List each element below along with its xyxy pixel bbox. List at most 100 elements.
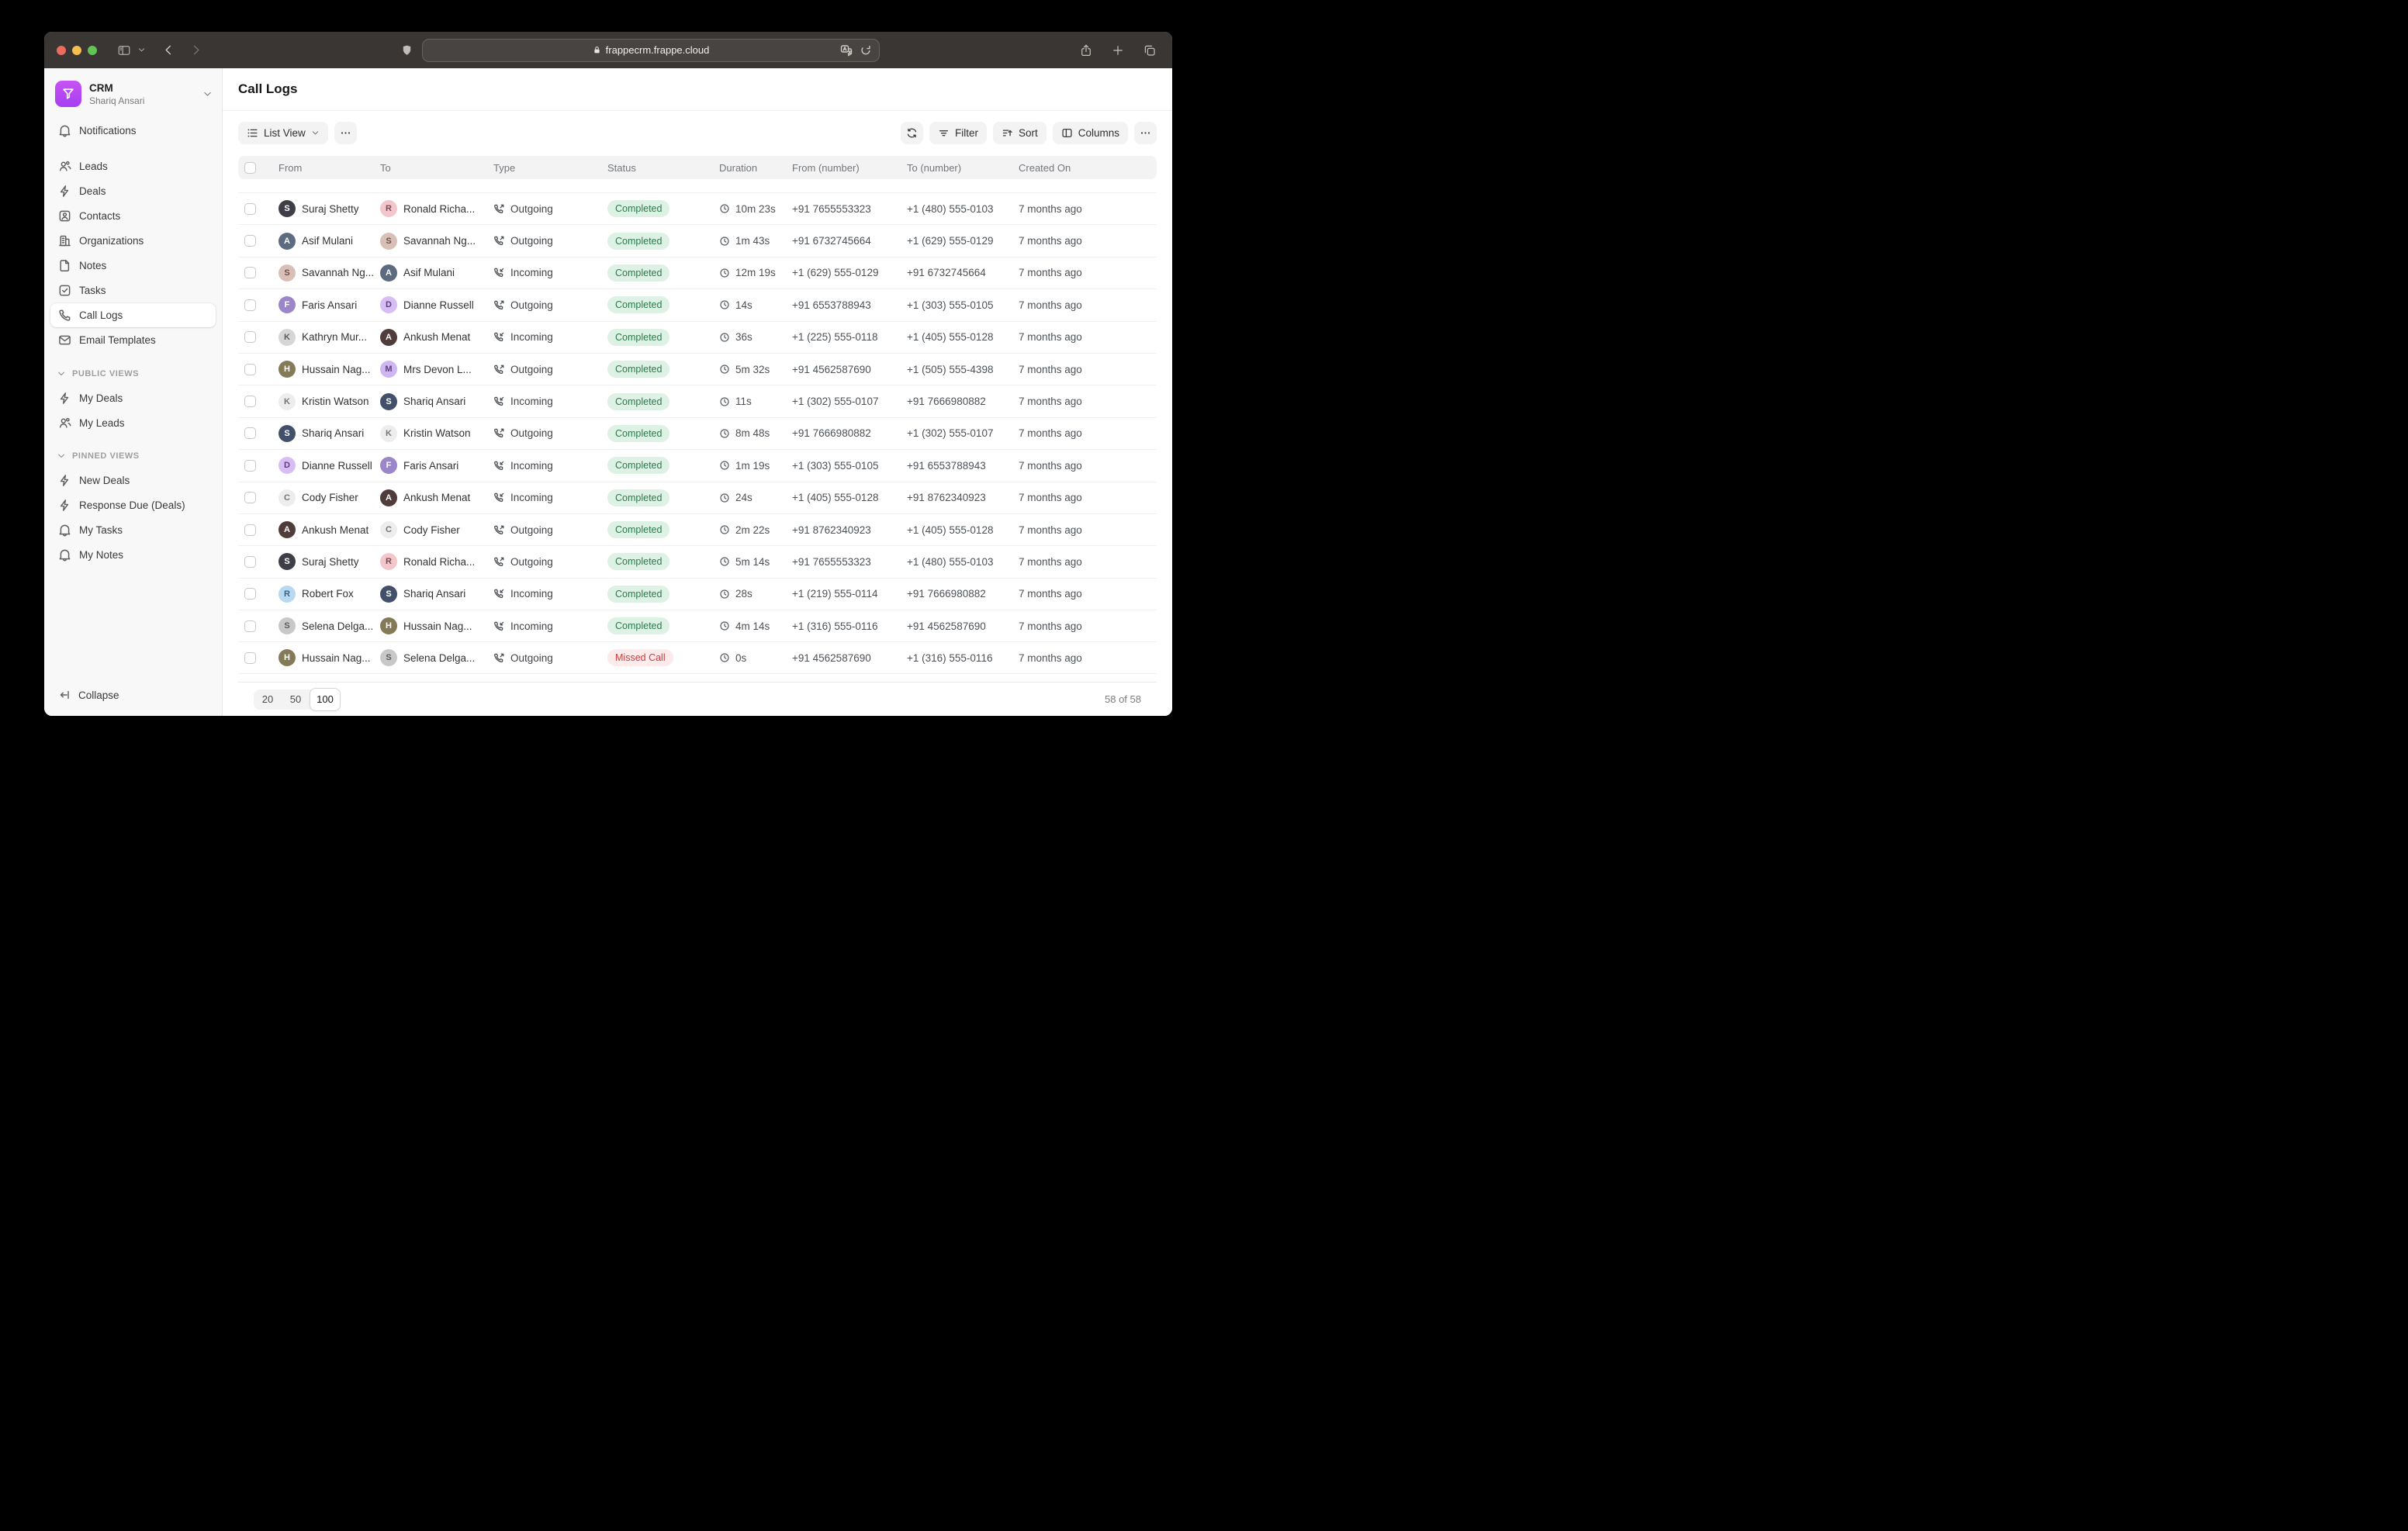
sidebar-item-notes[interactable]: Notes	[50, 254, 216, 278]
to-cell: A Asif Mulani	[380, 264, 493, 282]
to-number-cell: +91 4562587690	[907, 620, 986, 632]
back-button[interactable]	[163, 44, 175, 56]
row-checkbox[interactable]	[244, 555, 256, 568]
avatar: A	[380, 264, 397, 282]
page-size-50[interactable]: 50	[282, 689, 310, 710]
sidebar-item-deals[interactable]: Deals	[50, 179, 216, 203]
row-checkbox[interactable]	[244, 620, 256, 632]
forward-button[interactable]	[190, 44, 202, 56]
phone-outgoing-icon	[493, 235, 505, 247]
row-checkbox[interactable]	[244, 363, 256, 375]
column-header-from[interactable]: From	[279, 161, 303, 174]
row-checkbox[interactable]	[244, 267, 256, 279]
sidebar-item-my-deals[interactable]: My Deals	[50, 386, 216, 410]
zoom-button[interactable]	[88, 45, 97, 55]
sidebar-item-notifications[interactable]: Notifications	[50, 119, 216, 143]
sidebar-toggle-icon[interactable]	[117, 43, 131, 57]
workspace-switcher[interactable]: CRM Shariq Ansari	[50, 74, 216, 118]
sidebar-item-new-deals[interactable]: New Deals	[50, 468, 216, 492]
minimize-button[interactable]	[72, 45, 81, 55]
share-icon[interactable]	[1079, 43, 1093, 57]
sort-button[interactable]: Sort	[992, 122, 1047, 144]
columns-button[interactable]: Columns	[1052, 122, 1128, 144]
sidebar-item-my-notes[interactable]: My Notes	[50, 543, 216, 567]
section-header-public-views[interactable]: PUBLIC VIEWS	[50, 362, 216, 385]
row-checkbox[interactable]	[244, 492, 256, 504]
duration-value: 1m 43s	[735, 235, 770, 247]
person-name: Ronald Richa...	[403, 555, 476, 568]
column-header-created-on[interactable]: Created On	[1019, 161, 1071, 174]
phone-outgoing-icon	[493, 299, 505, 311]
chevron-down-icon[interactable]	[137, 46, 146, 54]
translate-icon[interactable]	[840, 44, 853, 57]
column-header-to[interactable]: To	[380, 161, 391, 174]
column-header-type[interactable]: Type	[493, 161, 516, 174]
row-checkbox[interactable]	[244, 396, 256, 408]
table-row[interactable]: R Robert Fox S Shariq Ansari Incoming Complet…	[238, 577, 1157, 610]
duration-cell: 10m 23s	[719, 203, 792, 215]
column-header-from-number[interactable]: From (number)	[792, 161, 860, 174]
table-row[interactable]: S Suraj Shetty R Ronald Richa... Outgoing Com…	[238, 192, 1157, 224]
section-title-label: PUBLIC VIEWS	[72, 369, 140, 378]
page-size-20[interactable]: 20	[254, 689, 282, 710]
sidebar-item-leads[interactable]: Leads	[50, 154, 216, 178]
section-header-pinned-views[interactable]: PINNED VIEWS	[50, 444, 216, 468]
row-checkbox[interactable]	[244, 524, 256, 536]
duration-value: 11s	[735, 396, 752, 408]
close-button[interactable]	[57, 45, 66, 55]
table-row[interactable]: A Asif Mulani S Savannah Ng... Outgoing Compl…	[238, 224, 1157, 256]
sidebar-item-my-tasks[interactable]: My Tasks	[50, 518, 216, 542]
list-view-button[interactable]: List View	[238, 122, 328, 144]
table-row[interactable]: C Cody Fisher A Ankush Menat Incoming Complet…	[238, 481, 1157, 513]
collapse-sidebar-button[interactable]: Collapse	[50, 682, 216, 708]
table-row[interactable]: F Faris Ansari D Dianne Russell Outgoing Comp…	[238, 289, 1157, 320]
sort-label: Sort	[1018, 127, 1038, 139]
sidebar-item-contacts[interactable]: Contacts	[50, 204, 216, 228]
new-tab-icon[interactable]	[1111, 43, 1125, 57]
row-checkbox[interactable]	[244, 235, 256, 247]
more-options-button[interactable]	[1134, 122, 1157, 144]
sidebar-item-response-due-deals[interactable]: Response Due (Deals)	[50, 493, 216, 517]
row-checkbox[interactable]	[244, 459, 256, 472]
row-checkbox[interactable]	[244, 427, 256, 440]
sidebar-item-tasks[interactable]: Tasks	[50, 278, 216, 302]
row-checkbox[interactable]	[244, 651, 256, 664]
phone-outgoing-icon	[493, 652, 505, 664]
to-number-cell: +1 (505) 555-4398	[907, 363, 994, 375]
table-row[interactable]: S Shariq Ansari K Kristin Watson Outgoing Com…	[238, 416, 1157, 449]
avatar: H	[279, 649, 296, 667]
sidebar-item-call-logs[interactable]: Call Logs	[50, 303, 216, 327]
table-row[interactable]: H Hussain Nag... M Mrs Devon L... Outgoing Co…	[238, 352, 1157, 385]
row-checkbox[interactable]	[244, 202, 256, 215]
row-checkbox[interactable]	[244, 331, 256, 344]
table-row[interactable]: S Savannah Ng... A Asif Mulani Incoming Compl…	[238, 256, 1157, 289]
table-row[interactable]: K Kathryn Mur... A Ankush Menat Incoming Comp…	[238, 320, 1157, 353]
table-row[interactable]: S Selena Delga... H Hussain Nag... Incoming C…	[238, 610, 1157, 641]
filter-button[interactable]: Filter	[929, 122, 987, 144]
column-header-status[interactable]: Status	[607, 161, 636, 174]
reload-icon[interactable]	[860, 44, 872, 57]
row-checkbox[interactable]	[244, 299, 256, 311]
table-row[interactable]: S Suraj Shetty R Ronald Richa... Outgoing Com…	[238, 545, 1157, 577]
column-header-duration[interactable]: Duration	[719, 161, 758, 174]
column-header-to-number[interactable]: To (number)	[907, 161, 962, 174]
refresh-button[interactable]	[900, 122, 923, 144]
sidebar-item-organizations[interactable]: Organizations	[50, 229, 216, 253]
sidebar-item-email-templates[interactable]: Email Templates	[50, 328, 216, 352]
avatar: K	[380, 424, 397, 442]
table-row[interactable]: A Ankush Menat C Cody Fisher Outgoing Complet…	[238, 513, 1157, 545]
privacy-shield-icon[interactable]	[401, 43, 413, 57]
page-size-100[interactable]: 100	[310, 687, 341, 711]
created-on-cell: 7 months ago	[1019, 651, 1082, 664]
person-name: Ankush Menat	[302, 524, 369, 536]
sidebar-item-my-leads[interactable]: My Leads	[50, 411, 216, 435]
person-name: Shariq Ansari	[403, 588, 466, 600]
address-bar[interactable]: frappecrm.frappe.cloud	[422, 38, 880, 62]
table-row[interactable]: K Kristin Watson S Shariq Ansari Incoming Com…	[238, 385, 1157, 416]
tab-overview-icon[interactable]	[1143, 43, 1157, 57]
view-more-button[interactable]	[334, 122, 357, 144]
table-row[interactable]: H Hussain Nag... S Selena Delga... Outgoing M…	[238, 641, 1157, 674]
select-all-checkbox[interactable]	[244, 161, 256, 174]
table-row[interactable]: D Dianne Russell F Faris Ansari Incoming Comp…	[238, 449, 1157, 481]
row-checkbox[interactable]	[244, 588, 256, 600]
